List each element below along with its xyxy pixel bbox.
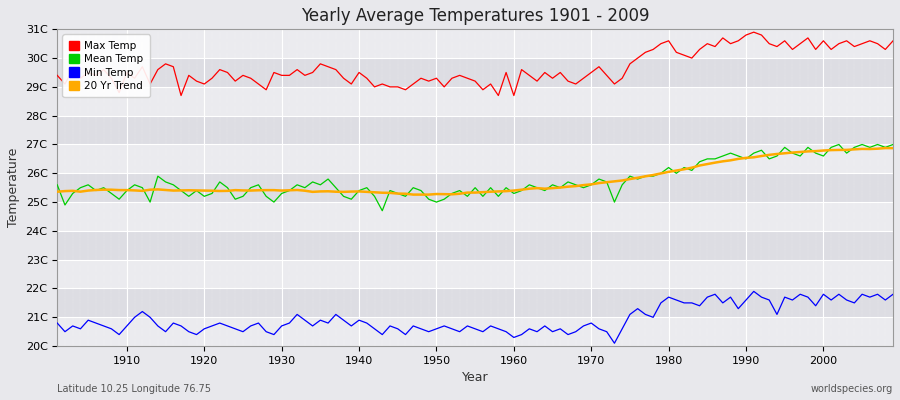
Bar [58, 202, 893, 231]
Bar [58, 317, 893, 346]
Bar [58, 116, 893, 144]
Bar [58, 144, 893, 173]
Title: Yearly Average Temperatures 1901 - 2009: Yearly Average Temperatures 1901 - 2009 [301, 7, 650, 25]
Bar [58, 173, 893, 202]
Bar [58, 0, 893, 29]
Legend: Max Temp, Mean Temp, Min Temp, 20 Yr Trend: Max Temp, Mean Temp, Min Temp, 20 Yr Tre… [62, 34, 149, 97]
Bar [58, 87, 893, 116]
Bar [58, 58, 893, 87]
Bar [58, 231, 893, 260]
Bar [58, 288, 893, 317]
Bar [58, 260, 893, 288]
Text: worldspecies.org: worldspecies.org [811, 384, 893, 394]
Bar [58, 29, 893, 58]
Text: Latitude 10.25 Longitude 76.75: Latitude 10.25 Longitude 76.75 [58, 384, 211, 394]
X-axis label: Year: Year [462, 371, 489, 384]
Y-axis label: Temperature: Temperature [7, 148, 20, 227]
